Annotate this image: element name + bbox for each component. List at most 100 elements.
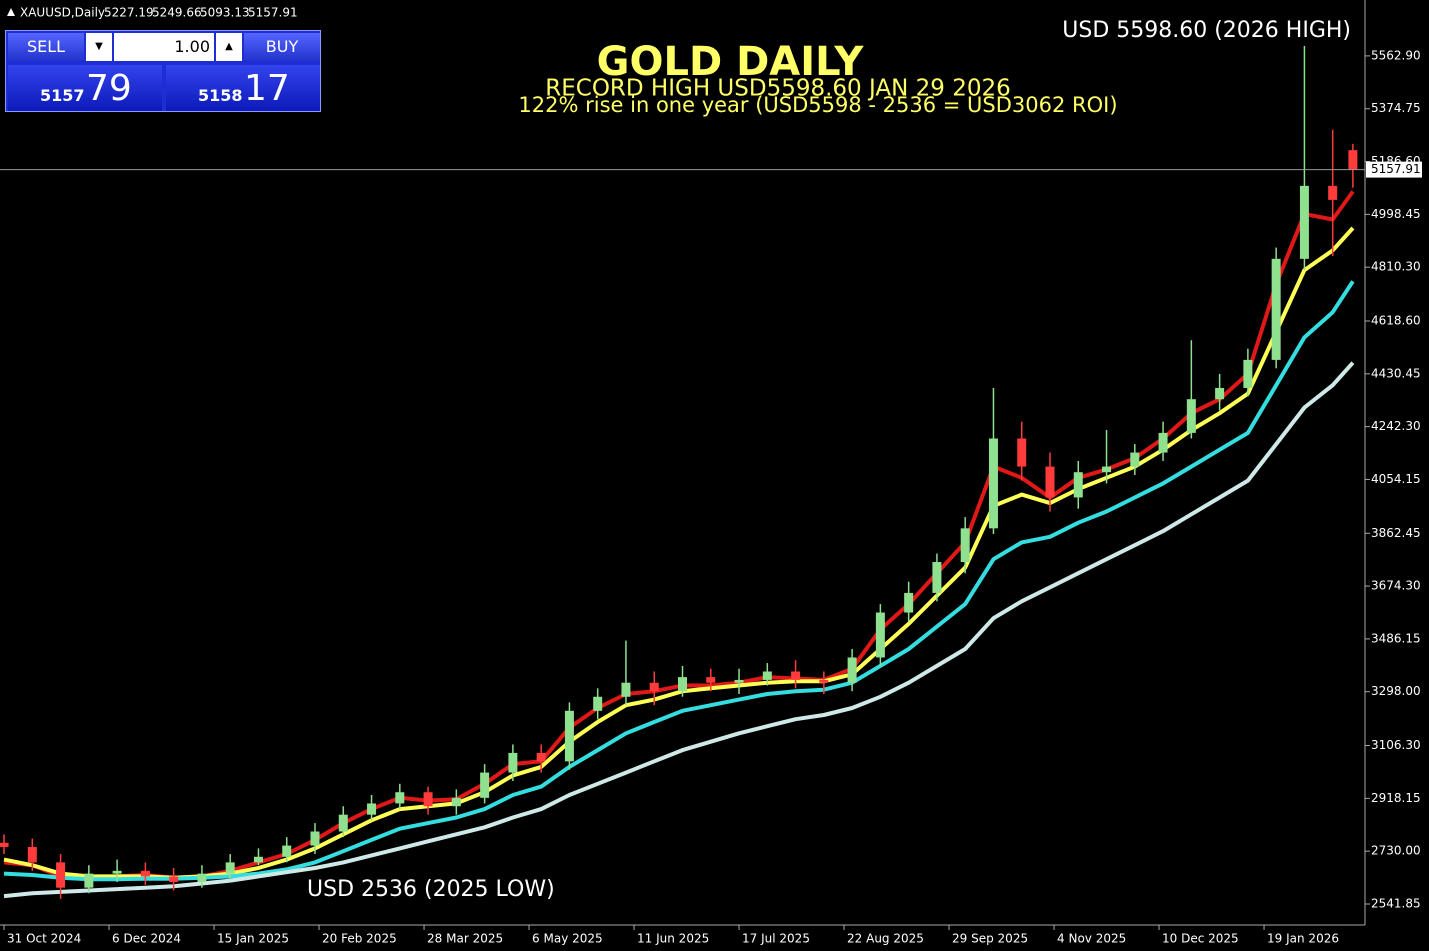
- ask-small: 17: [244, 68, 290, 109]
- annotation: USD 5598.60 (2026 HIGH): [1062, 18, 1351, 43]
- candle-body: [847, 657, 857, 683]
- ask-big: 5158: [198, 86, 243, 105]
- candle-body: [423, 792, 433, 807]
- candle-body: [1328, 185, 1338, 200]
- candle-body: [169, 876, 179, 883]
- candle-body: [536, 752, 546, 762]
- moving-average: [3, 361, 1355, 899]
- x-tick-label: 6 May 2025: [532, 932, 603, 946]
- sell-button[interactable]: SELL: [8, 33, 84, 61]
- trade-panel: SELL ▼ 1.00 ▲ BUY 5157 79 5158 17: [5, 30, 321, 112]
- x-tick-label: 4 Nov 2025: [1057, 932, 1126, 946]
- y-tick-label: 3106.30: [1371, 738, 1421, 752]
- x-tick-label: 28 Mar 2025: [427, 932, 503, 946]
- candle-body: [621, 682, 631, 697]
- candle-body: [225, 862, 235, 874]
- buy-button[interactable]: BUY: [244, 33, 320, 61]
- candle-body: [84, 873, 94, 888]
- candle-body: [1017, 438, 1027, 467]
- candle-body: [112, 870, 122, 874]
- candle-body: [310, 831, 320, 846]
- y-tick-label: 4242.30: [1371, 419, 1421, 433]
- candle-body: [706, 677, 716, 683]
- candle-body: [593, 696, 603, 711]
- y-tick-label: 3298.00: [1371, 684, 1421, 698]
- y-tick-label: 5562.90: [1371, 48, 1421, 62]
- volume-up[interactable]: ▲: [216, 33, 242, 61]
- y-tick-label: 3486.15: [1371, 631, 1421, 645]
- candle-body: [564, 710, 574, 762]
- candle-body: [1186, 399, 1196, 433]
- candle-body: [904, 592, 914, 613]
- header-icon: [7, 8, 15, 16]
- candle-body: [734, 679, 744, 683]
- candle-body: [932, 562, 942, 593]
- header-high: 5249.66: [152, 6, 202, 20]
- candle-body: [253, 856, 263, 863]
- x-tick-label: 20 Feb 2025: [322, 932, 397, 946]
- candle-body: [762, 671, 772, 680]
- candle-body: [395, 792, 405, 804]
- candle-body: [960, 528, 970, 563]
- candle-body: [988, 438, 998, 529]
- candle-body: [140, 870, 150, 877]
- header-low: 5093.13: [200, 6, 250, 20]
- sell-price[interactable]: 5157 79: [8, 65, 162, 111]
- y-tick-label: 2918.15: [1371, 791, 1421, 805]
- plot: [0, 45, 1358, 899]
- candle-body: [480, 772, 490, 798]
- candle-body: [1102, 466, 1112, 473]
- buy-price[interactable]: 5158 17: [166, 65, 320, 111]
- x-tick-label: 6 Dec 2024: [112, 932, 181, 946]
- y-tick-label: 3674.30: [1371, 579, 1421, 593]
- candle-body: [367, 803, 377, 815]
- y-tick-label: 5374.75: [1371, 101, 1421, 115]
- header-close: 5157.91: [248, 6, 298, 20]
- y-tick-label: 4618.60: [1371, 313, 1421, 327]
- x-tick-label: 22 Aug 2025: [847, 932, 924, 946]
- candle-body: [1348, 150, 1358, 170]
- candle-body: [56, 862, 66, 888]
- bid-small: 79: [86, 68, 132, 109]
- candle-body: [1158, 432, 1168, 453]
- annotation: 122% rise in one year (USD5598 - 2536 = …: [518, 93, 1117, 117]
- volume-input[interactable]: 1.00: [114, 33, 214, 61]
- candle-body: [678, 677, 687, 692]
- candle-body: [0, 842, 9, 847]
- x-tick-label: 29 Sep 2025: [952, 932, 1028, 946]
- candle-body: [338, 814, 348, 832]
- header-open: 5227.19: [104, 6, 154, 20]
- y-tick-label: 4430.45: [1371, 366, 1421, 380]
- x-tick-label: 19 Jan 2026: [1267, 932, 1339, 946]
- candle-body: [875, 612, 885, 658]
- y-tick-label: 4998.45: [1371, 207, 1421, 221]
- candle-body: [1045, 466, 1055, 498]
- candle-body: [508, 752, 518, 773]
- candle-body: [1130, 452, 1140, 467]
- x-tick-label: 15 Jan 2025: [217, 932, 289, 946]
- x-tick-label: 31 Oct 2024: [7, 932, 81, 946]
- x-tick-label: 10 Dec 2025: [1162, 932, 1239, 946]
- candle-body: [1243, 359, 1253, 388]
- y-tick-label: 4810.30: [1371, 260, 1421, 274]
- symbol: XAUUSD,Daily: [20, 6, 105, 20]
- candle-body: [1299, 185, 1309, 259]
- candle-body: [197, 873, 207, 883]
- annotation: USD 2536 (2025 LOW): [307, 877, 555, 902]
- candle-body: [649, 682, 659, 692]
- y-tick-label: 2541.85: [1371, 896, 1421, 910]
- candle-body: [1073, 472, 1083, 498]
- y-tick-label: 4054.15: [1371, 472, 1421, 486]
- x-tick-label: 17 Jul 2025: [742, 932, 810, 946]
- x-tick-label: 11 Jun 2025: [637, 932, 709, 946]
- candle-body: [1215, 387, 1225, 400]
- bid-big: 5157: [40, 86, 85, 105]
- candle-body: [1271, 258, 1281, 360]
- last-price-label: 5157.91: [1371, 162, 1421, 176]
- last-price-box: [1366, 161, 1422, 178]
- candle-body: [282, 845, 292, 857]
- volume-down[interactable]: ▼: [86, 33, 112, 61]
